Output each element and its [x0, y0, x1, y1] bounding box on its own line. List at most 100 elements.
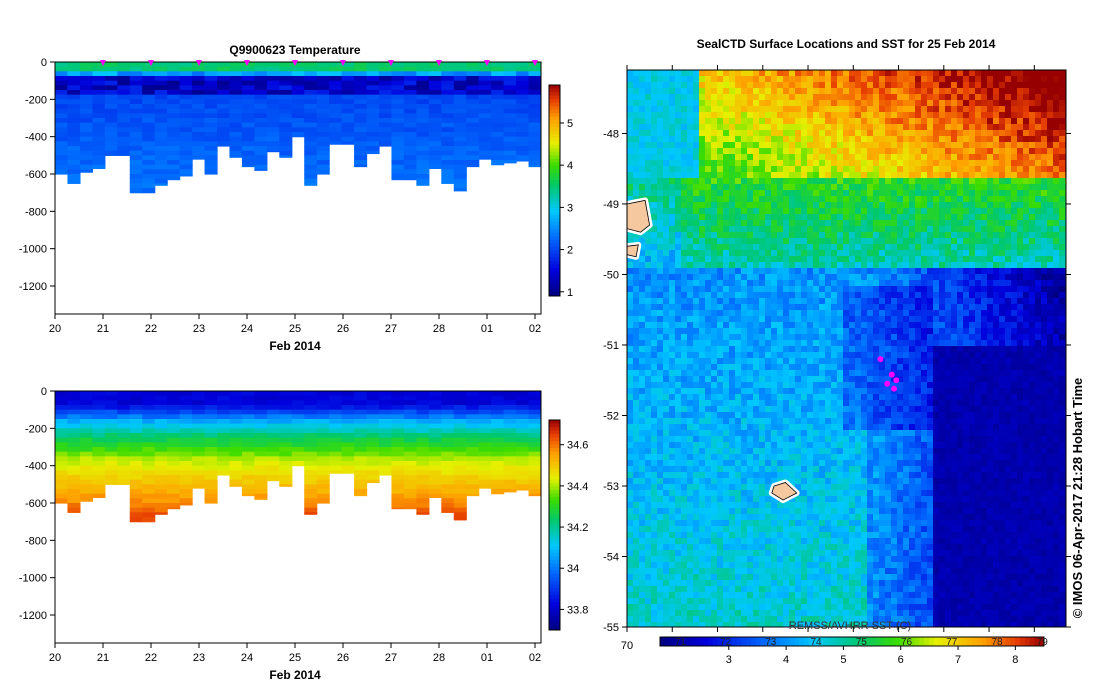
sst-cell: [1005, 256, 1012, 263]
sst-cell: [891, 196, 898, 203]
sst-cell: [675, 178, 682, 185]
section-cell: [204, 80, 218, 86]
sst-cell: [915, 130, 922, 137]
section-cell: [229, 132, 243, 138]
section-cell: [142, 160, 156, 166]
sst-cell: [753, 160, 760, 167]
section-cell: [441, 437, 455, 443]
section-cell: [217, 395, 231, 401]
sst-cell: [927, 178, 934, 185]
section-cell: [167, 62, 181, 68]
sst-cell: [681, 184, 688, 191]
sst-cell: [795, 154, 802, 161]
sst-cell: [873, 244, 880, 251]
sst-cell: [1035, 100, 1042, 107]
sst-cell: [903, 286, 910, 293]
section-cell: [104, 62, 118, 68]
colorbar-swatch: [549, 553, 560, 557]
section-cell: [229, 395, 243, 401]
sst-cell: [795, 118, 802, 125]
sst-cell: [651, 112, 658, 119]
sst-cell: [1029, 142, 1036, 149]
sst-cell: [1017, 214, 1024, 221]
sst-cell: [963, 130, 970, 137]
sst-cell: [777, 82, 784, 89]
sst-cell: [963, 178, 970, 185]
section-cell: [391, 409, 405, 415]
section-cell: [217, 104, 231, 110]
sst-cell: [825, 190, 832, 197]
sst-cell: [993, 136, 1000, 143]
section-cell: [67, 489, 81, 495]
section-cell: [403, 118, 417, 124]
sst-cell: [687, 190, 694, 197]
section-cell: [379, 141, 393, 147]
section-cell: [241, 132, 255, 138]
sst-cell: [783, 88, 790, 95]
sst-cell: [819, 274, 826, 281]
section-cell: [428, 409, 442, 415]
section-cell: [117, 479, 131, 485]
sst-cell: [813, 238, 820, 245]
sst-cell: [783, 208, 790, 215]
sst-cell: [957, 136, 964, 143]
section-cell: [491, 470, 505, 476]
sst-cell: [1059, 172, 1066, 179]
sst-cell: [651, 238, 658, 245]
section-cell: [366, 405, 380, 411]
sst-cell: [843, 208, 850, 215]
sst-cell: [927, 184, 934, 191]
section-cell: [416, 141, 430, 147]
sst-cell: [969, 226, 976, 233]
section-cell: [354, 62, 368, 68]
section-cell: [366, 146, 380, 152]
section-cell: [55, 395, 69, 401]
sst-cell: [981, 124, 988, 131]
sst-cell: [975, 94, 982, 101]
sst-cell: [915, 226, 922, 233]
sst-cell: [813, 274, 820, 281]
section-cell: [154, 71, 168, 77]
sst-cell: [687, 160, 694, 167]
sst-cell: [885, 178, 892, 185]
section-cell: [129, 99, 143, 105]
sst-cell: [675, 124, 682, 131]
section-cell: [379, 433, 393, 439]
section-cell: [291, 456, 305, 462]
section-cell: [179, 76, 193, 82]
sst-cell: [747, 166, 754, 173]
sst-cell: [879, 118, 886, 125]
sst-cell: [969, 154, 976, 161]
section-cell: [67, 127, 81, 133]
colorbar-swatch: [549, 239, 560, 244]
sst-cell: [675, 142, 682, 149]
sst-cell: [987, 268, 994, 275]
sst-cell: [1053, 100, 1060, 107]
sst-cell: [957, 154, 964, 161]
sst-cell: [1041, 94, 1048, 101]
sst-cell: [639, 190, 646, 197]
section-cell: [266, 136, 280, 142]
sst-cell: [969, 214, 976, 221]
sst-cell: [681, 208, 688, 215]
section-cell: [403, 456, 417, 462]
sst-cell: [627, 142, 634, 149]
sst-cell: [849, 250, 856, 257]
section-cell: [204, 155, 218, 161]
sst-cell: [771, 166, 778, 173]
sst-cell: [999, 208, 1006, 215]
sst-cell: [969, 112, 976, 119]
sst-cell: [1059, 130, 1066, 137]
sst-cell: [783, 166, 790, 173]
sst-cell: [789, 94, 796, 101]
sst-cell: [879, 256, 886, 263]
section-cell: [478, 479, 492, 485]
sst-cell: [1023, 160, 1030, 167]
section-cell: [491, 80, 505, 86]
section-cell: [192, 76, 206, 82]
section-cell: [204, 71, 218, 77]
section-cell: [316, 71, 330, 77]
sst-cell: [951, 184, 958, 191]
sst-cell: [837, 82, 844, 89]
sst-cell: [627, 112, 634, 119]
